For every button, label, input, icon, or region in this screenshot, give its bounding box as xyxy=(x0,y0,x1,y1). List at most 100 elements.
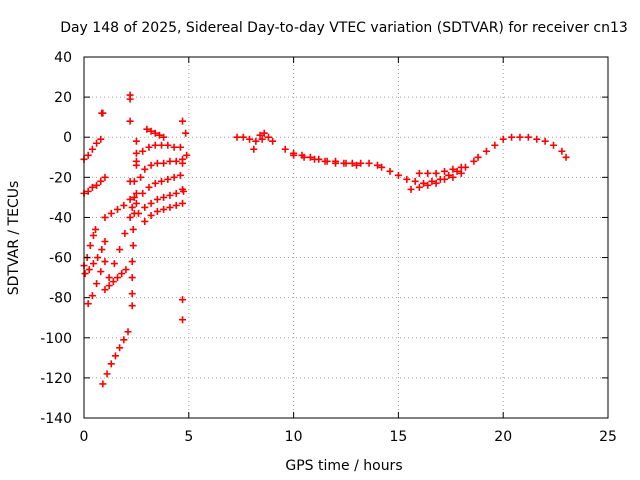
data-point-arc14 xyxy=(179,199,187,207)
data-point-arc06 xyxy=(99,380,107,388)
data-point-arc20 xyxy=(470,157,478,165)
data-point-arc16 xyxy=(147,127,155,135)
data-point-arc07 xyxy=(101,286,109,294)
data-point-arc15 xyxy=(128,302,136,310)
data-point-arc11 xyxy=(137,173,145,181)
data-point-arc15 xyxy=(130,177,138,185)
data-point-arc04 xyxy=(81,270,89,278)
data-point-arc06 xyxy=(124,328,132,336)
data-point-arc09 xyxy=(126,213,134,221)
data-point-arc10 xyxy=(158,141,166,149)
data-point-arc18 xyxy=(357,159,365,167)
data-point-arc16 xyxy=(155,131,163,139)
data-point-arc19 xyxy=(342,159,350,167)
axes: 0 5 10 15 20 25 -140 -120 -100 -80 -60 -40 -20 0 20 40 xyxy=(40,50,617,445)
data-point-arc04 xyxy=(85,266,93,274)
data-point-arc23 xyxy=(474,153,482,161)
data-point-arc23 xyxy=(524,133,532,141)
data-point-arc02 xyxy=(93,181,101,189)
data-point-arc17 xyxy=(269,137,277,145)
y-tick-label: 20 xyxy=(54,90,72,106)
x-tick-label: 5 xyxy=(184,429,193,445)
data-point-arc10 xyxy=(151,141,159,149)
data-point-arc15 xyxy=(128,274,136,282)
data-point-arc17 xyxy=(264,133,272,141)
data-point-arc12 xyxy=(151,179,159,187)
data-point-arc06 xyxy=(116,344,124,352)
data-point-arc20 xyxy=(445,171,453,179)
data-point-arc18 xyxy=(365,159,373,167)
data-point-arc13 xyxy=(160,193,168,201)
data-point-arc04 xyxy=(89,260,97,268)
data-point-arc10 xyxy=(145,143,153,151)
data-point-arc21 xyxy=(457,169,465,177)
data-point-arc13 xyxy=(166,191,174,199)
data-point-arc23 xyxy=(508,133,516,141)
data-point-arc14 xyxy=(147,211,155,219)
data-point-arc22 xyxy=(441,167,449,175)
y-tick-label: -40 xyxy=(49,210,72,226)
data-point-arc16 xyxy=(160,133,168,141)
data-point-arc19 xyxy=(300,153,308,161)
data-point-arc19 xyxy=(321,157,329,165)
data-point-arc12 xyxy=(170,173,178,181)
data-point-arc20 xyxy=(386,167,394,175)
data-point-arc20 xyxy=(453,167,461,175)
data-point-arc23 xyxy=(550,141,558,149)
data-point-arc04 xyxy=(98,246,106,254)
x-tick-label: 15 xyxy=(389,429,407,445)
data-point-isolated xyxy=(182,129,190,137)
data-point-arc11 xyxy=(132,189,140,197)
data-point-arc06 xyxy=(120,336,128,344)
data-point-arc08 xyxy=(126,195,134,203)
data-point-arc08 xyxy=(101,213,109,221)
data-point-arc23 xyxy=(516,133,524,141)
chart-title: Day 148 of 2025, Sidereal Day-to-day VTE… xyxy=(60,20,628,36)
data-point-isolated xyxy=(98,109,106,117)
data-point-arc23 xyxy=(482,147,490,155)
data-points xyxy=(80,91,570,388)
data-point-arc23 xyxy=(562,153,570,161)
y-tick-label: -60 xyxy=(49,251,72,267)
x-axis-label: GPS time / hours xyxy=(285,458,402,474)
data-point-arc02 xyxy=(88,183,96,191)
data-point-arc12 xyxy=(132,199,140,207)
data-point-arc10 xyxy=(170,143,178,151)
data-point-arc16 xyxy=(151,129,159,137)
data-point-arc19 xyxy=(311,155,319,163)
data-point-arc04 xyxy=(101,238,109,246)
data-point-isolated xyxy=(179,159,187,167)
data-point-arc17 xyxy=(256,131,264,139)
data-point-arc22 xyxy=(449,165,457,173)
data-point-arc12 xyxy=(176,171,184,179)
data-point-arc01 xyxy=(84,151,92,159)
data-point-arc17 xyxy=(260,129,268,137)
x-tick-label: 10 xyxy=(285,429,303,445)
data-point-arc08 xyxy=(114,205,122,213)
data-point-arc09 xyxy=(105,274,113,282)
data-point-arc03 xyxy=(92,225,100,233)
data-point-arc06 xyxy=(103,370,111,378)
data-point-arc13 xyxy=(172,189,180,197)
data-point-arc15 xyxy=(132,137,140,145)
data-point-arc11 xyxy=(141,165,149,173)
y-tick-label: -120 xyxy=(40,371,72,387)
plot-frame xyxy=(83,56,609,419)
data-point-arc03 xyxy=(86,242,94,250)
data-point-arc23 xyxy=(499,135,507,143)
data-point-arc02 xyxy=(97,177,105,185)
data-point-arc08 xyxy=(107,209,115,217)
data-point-arc09 xyxy=(110,260,118,268)
data-point-arc17 xyxy=(239,133,247,141)
data-point-arc22 xyxy=(415,169,423,177)
data-point-arc14 xyxy=(141,217,149,225)
data-point-arc13 xyxy=(153,195,161,203)
data-point-arc21 xyxy=(432,179,440,187)
data-point-arc15 xyxy=(129,225,137,233)
data-point-arc17 xyxy=(252,137,260,145)
data-point-arc10 xyxy=(139,147,147,155)
data-point-arc17 xyxy=(258,135,266,143)
data-point-arc23 xyxy=(491,141,499,149)
data-point-arc08 xyxy=(120,201,128,209)
